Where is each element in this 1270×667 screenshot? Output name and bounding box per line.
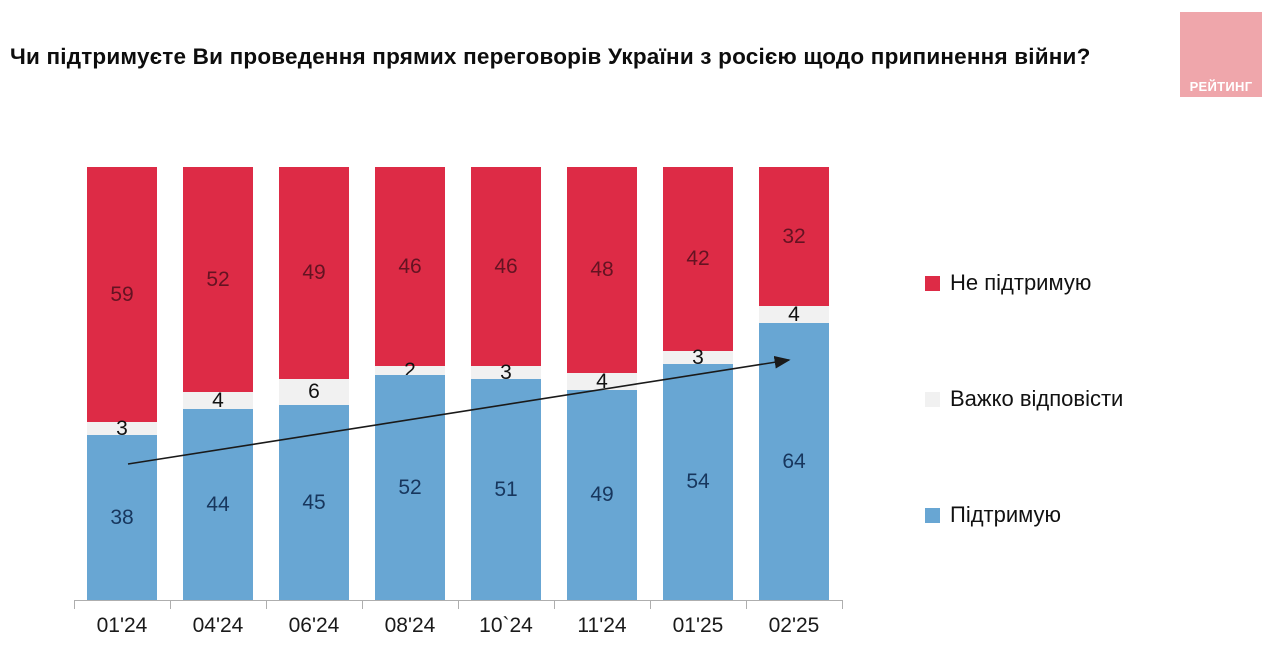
plot-area: 59 3 38 01'24 52 4 44 04'24 49 6 45 06'24 46 2 52 08'24… [74, 167, 843, 637]
segment-support-01'25: 54 [663, 364, 733, 600]
bar-11'24: 48 4 49 [567, 167, 637, 600]
rating-logo-text: РЕЙТИНГ [1189, 79, 1253, 94]
legend-label-hard: Важко відповісти [950, 386, 1124, 411]
x-axis-tick [170, 600, 171, 609]
rating-logo: РЕЙТИНГ [1180, 12, 1262, 97]
bar-10`24: 46 3 51 [471, 167, 541, 600]
value-label-oppose-10`24: 46 [494, 254, 518, 278]
x-axis-tick [266, 600, 267, 609]
x-axis-tick [554, 600, 555, 609]
legend-label-support: Підтримую [950, 502, 1062, 527]
segment-hard-11'24: 4 [567, 370, 637, 393]
segment-support-08'24: 52 [375, 375, 445, 600]
x-axis-tick [746, 600, 747, 609]
segment-support-11'24: 49 [567, 390, 637, 600]
value-label-support-04'24: 44 [206, 492, 230, 516]
x-axis-tick [74, 600, 75, 609]
segment-oppose-08'24: 46 [375, 167, 445, 366]
page-title: Чи підтримуєте Ви проведення прямих пере… [10, 44, 1091, 69]
legend-swatch-support [925, 507, 940, 523]
legend-swatch-oppose [925, 275, 940, 291]
bar-02'25: 32 4 64 [759, 167, 829, 600]
value-label-hard-06'24: 6 [308, 380, 320, 403]
segment-hard-01'25: 3 [663, 346, 733, 369]
x-axis-tick [458, 600, 459, 609]
segment-support-04'24: 44 [183, 409, 253, 600]
segment-support-01'24: 38 [87, 435, 157, 600]
bar-01'24: 59 3 38 [87, 167, 157, 600]
x-axis-label-01'25: 01'25 [672, 614, 724, 637]
segment-oppose-04'24: 52 [183, 167, 253, 392]
x-axis-tick [650, 600, 651, 609]
segment-hard-02'25: 4 [759, 303, 829, 326]
value-label-support-06'24: 45 [302, 490, 326, 514]
value-label-support-08'24: 52 [398, 475, 422, 499]
segment-hard-01'24: 3 [87, 417, 157, 440]
value-label-support-10`24: 51 [494, 477, 518, 501]
legend-item-hard: Важко відповісти [925, 386, 1123, 412]
x-axis-tick [842, 600, 843, 609]
legend-item-support: Підтримую [925, 502, 1061, 528]
x-axis-label-04'24: 04'24 [192, 614, 244, 637]
x-axis-tick [362, 600, 363, 609]
x-axis-label-08'24: 08'24 [384, 614, 436, 637]
segment-hard-06'24: 6 [279, 379, 349, 405]
segment-support-06'24: 45 [279, 405, 349, 600]
segment-oppose-10`24: 46 [471, 167, 541, 366]
value-label-oppose-11'24: 48 [590, 258, 614, 281]
x-axis-label-06'24: 06'24 [288, 614, 340, 637]
bar-06'24: 49 6 45 [279, 167, 349, 600]
value-label-hard-01'24: 3 [116, 416, 128, 440]
segment-hard-10`24: 3 [471, 361, 541, 384]
value-label-oppose-06'24: 49 [302, 261, 326, 284]
value-label-support-02'25: 64 [782, 449, 806, 473]
legend-item-oppose: Не підтримую [925, 270, 1091, 296]
legend-swatch-hard [925, 391, 940, 407]
bar-01'25: 42 3 54 [663, 167, 733, 600]
value-label-oppose-08'24: 46 [398, 254, 422, 278]
value-label-oppose-02'25: 32 [782, 224, 806, 248]
segment-oppose-01'25: 42 [663, 167, 733, 351]
segment-hard-08'24: 2 [375, 359, 445, 382]
segment-oppose-06'24: 49 [279, 167, 349, 379]
segment-oppose-11'24: 48 [567, 167, 637, 373]
segment-support-02'25: 64 [759, 323, 829, 600]
x-axis-label-10`24: 10`24 [479, 614, 533, 637]
x-axis-label-02'25: 02'25 [768, 614, 820, 637]
bar-08'24: 46 2 52 [375, 167, 445, 600]
value-label-hard-02'25: 4 [788, 302, 800, 326]
segment-hard-04'24: 4 [183, 389, 253, 412]
segment-oppose-01'24: 59 [87, 167, 157, 422]
value-label-oppose-01'25: 42 [686, 247, 710, 270]
value-label-support-01'24: 38 [110, 505, 134, 529]
x-axis-label-01'24: 01'24 [96, 614, 148, 637]
value-label-hard-01'25: 3 [692, 345, 704, 369]
value-label-oppose-04'24: 52 [206, 267, 230, 291]
segment-oppose-02'25: 32 [759, 167, 829, 306]
x-axis-label-11'24: 11'24 [577, 614, 627, 637]
segment-support-10`24: 51 [471, 379, 541, 600]
value-label-support-11'24: 49 [590, 483, 614, 506]
bar-04'24: 52 4 44 [183, 167, 253, 600]
value-label-oppose-01'24: 59 [110, 282, 134, 306]
value-label-support-01'25: 54 [686, 470, 710, 493]
legend-label-oppose: Не підтримую [950, 270, 1092, 295]
